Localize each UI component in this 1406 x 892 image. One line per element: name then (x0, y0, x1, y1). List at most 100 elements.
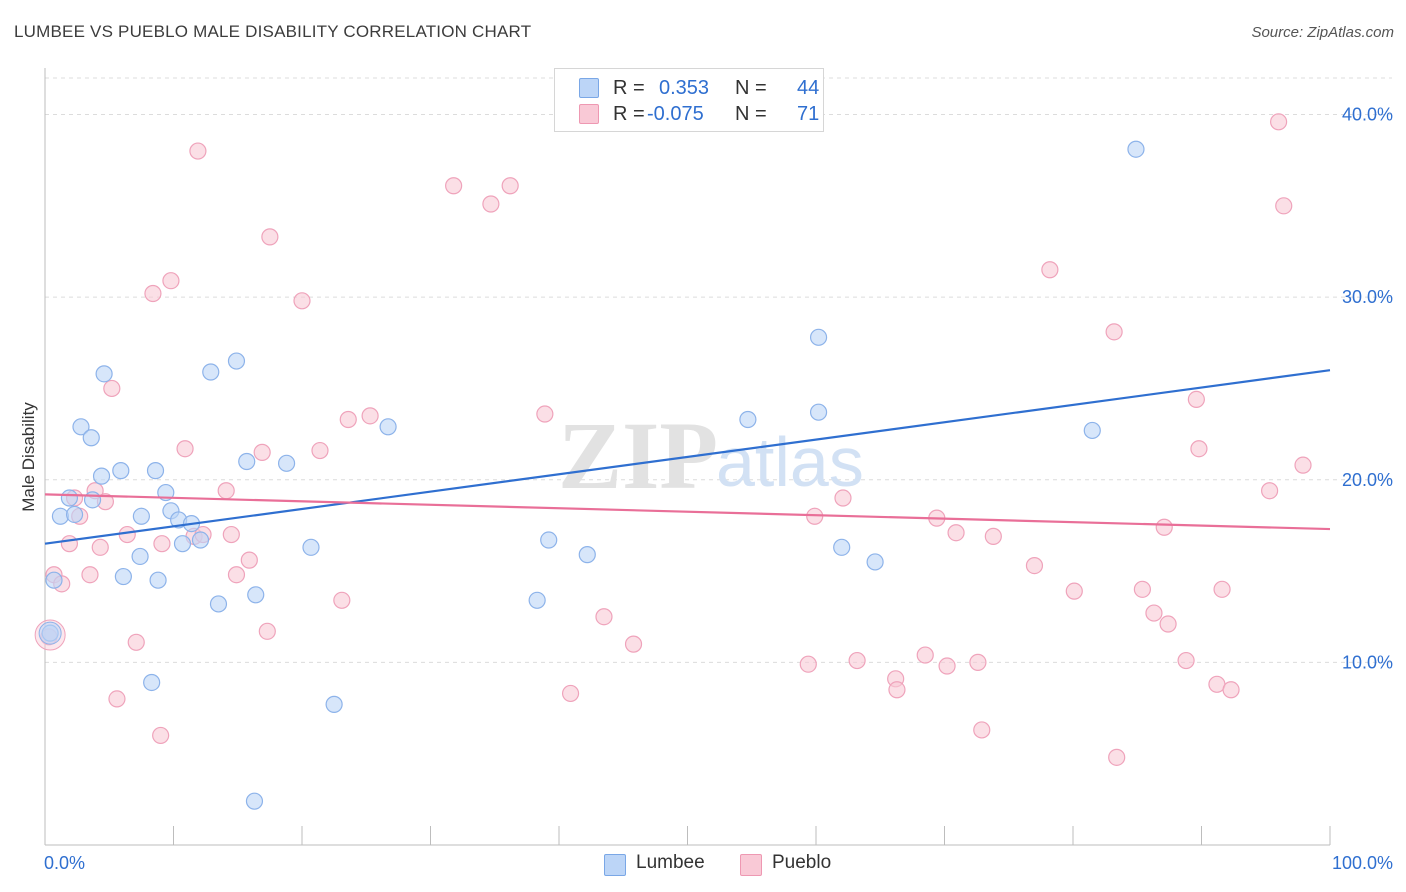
source-credit: Source: ZipAtlas.com (1251, 24, 1394, 41)
pueblo-point (222, 525, 240, 544)
pueblo-point (1133, 580, 1151, 598)
watermark-atlas: atlas (716, 423, 864, 501)
pueblo-point (311, 441, 329, 460)
pueblo-point (848, 651, 866, 670)
lumbee-point (379, 418, 397, 436)
pueblo-point (333, 591, 351, 609)
y-tick-label: 20.0% (1342, 470, 1393, 490)
pueblo-point (103, 379, 121, 398)
pueblo-point (1213, 580, 1231, 598)
lumbee-point (51, 507, 70, 525)
pueblo-point (888, 681, 906, 699)
lumbee-point (809, 328, 828, 346)
y-tick-label: 40.0% (1342, 105, 1393, 125)
bottom-legend-label: Pueblo (772, 852, 832, 873)
lumbee-point (809, 403, 828, 421)
pueblo-point (482, 195, 500, 213)
lumbee-point (112, 462, 130, 480)
pueblo-point (1041, 261, 1059, 279)
lumbee-point (739, 410, 757, 429)
pueblo-point (984, 527, 1002, 545)
lumbee-point (95, 365, 113, 383)
pueblo-point (81, 566, 99, 584)
lumbee-point (131, 547, 149, 566)
pueblo-point (162, 272, 180, 290)
lumbee-point-cluster (38, 621, 62, 645)
legend-n-value: 44 (797, 77, 820, 99)
y-axis-label: Male Disability (19, 402, 38, 512)
y-tick-label: 30.0% (1342, 287, 1393, 307)
pueblo-point (91, 538, 109, 556)
lumbee-point (277, 454, 296, 472)
pueblo-point (1155, 518, 1173, 536)
pueblo-point (445, 177, 463, 195)
lumbee-point (247, 586, 265, 604)
pueblo-point (60, 535, 79, 553)
lumbee-point (325, 695, 343, 713)
pueblo-point (361, 407, 379, 425)
pueblo-point (561, 684, 580, 703)
pueblo-point (938, 657, 956, 675)
pueblo-point (1159, 615, 1177, 633)
pueblo-point (127, 633, 145, 651)
pueblo-point (153, 535, 171, 553)
lumbee-point (132, 507, 150, 525)
pueblo-point (217, 482, 235, 500)
pueblo-point (624, 635, 643, 653)
lumbee-point (302, 538, 320, 556)
pueblo-point (240, 551, 258, 569)
pueblo-point (1269, 113, 1288, 131)
lumbee-swatch (579, 78, 599, 98)
trend-lines (44, 369, 1331, 545)
pueblo-point (1105, 323, 1123, 341)
pueblo-point (258, 622, 276, 640)
pueblo-point (1222, 681, 1240, 699)
lumbee-trend-line (44, 369, 1331, 545)
pueblo-point (189, 142, 207, 160)
pueblo-trend-line (44, 493, 1331, 531)
chart-title: LUMBEE VS PUEBLO MALE DISABILITY CORRELA… (14, 22, 532, 41)
legend-n-label: N = (735, 103, 767, 125)
pueblo-point (1108, 748, 1126, 766)
lumbee-point (209, 595, 228, 613)
pueblo-point (536, 405, 554, 423)
pueblo-point (501, 177, 519, 195)
lumbee-point (866, 553, 884, 571)
lumbee-point (202, 363, 220, 381)
pueblo-point (916, 646, 934, 664)
lumbee-point (238, 452, 256, 471)
lumbee-point (83, 491, 102, 509)
pueblo-point (1025, 556, 1044, 575)
lumbee-point (143, 673, 161, 692)
legend-n-value: 71 (797, 103, 820, 125)
x-tick-label: 100.0% (1332, 853, 1393, 873)
pueblo-point (973, 721, 991, 739)
pueblo-point (339, 410, 357, 429)
pueblo-swatch (579, 104, 599, 124)
pueblo-point (176, 440, 194, 458)
lumbee-point (65, 505, 84, 524)
pueblo-point (152, 726, 170, 745)
axes (44, 68, 1331, 846)
y-tick-label: 10.0% (1342, 652, 1393, 672)
pueblo-point (1187, 390, 1205, 409)
bottom-legend-label: Lumbee (636, 852, 705, 873)
legend-r-label: R = (613, 103, 645, 125)
lumbee-point (45, 571, 63, 589)
lumbee-point (1127, 140, 1145, 158)
lumbee-point (1083, 421, 1101, 440)
legend-n-label: N = (735, 77, 767, 99)
lumbee-point (833, 538, 851, 556)
tick-labels: 10.0% 20.0% 30.0% 40.0% 0.0% 100.0% (44, 105, 1393, 873)
pueblo-point (118, 525, 136, 544)
x-tick-label: 0.0% (44, 853, 85, 873)
pueblo-point (799, 655, 817, 673)
pueblo-points (34, 113, 1312, 766)
legend-box: R = 0.353 N = 44 R = -0.075 N = 71 (554, 68, 824, 132)
legend-r-value: -0.075 (647, 103, 704, 125)
pueblo-swatch (740, 854, 762, 876)
lumbee-point (528, 591, 546, 609)
lumbee-point (60, 489, 79, 507)
pueblo-point (227, 566, 246, 584)
